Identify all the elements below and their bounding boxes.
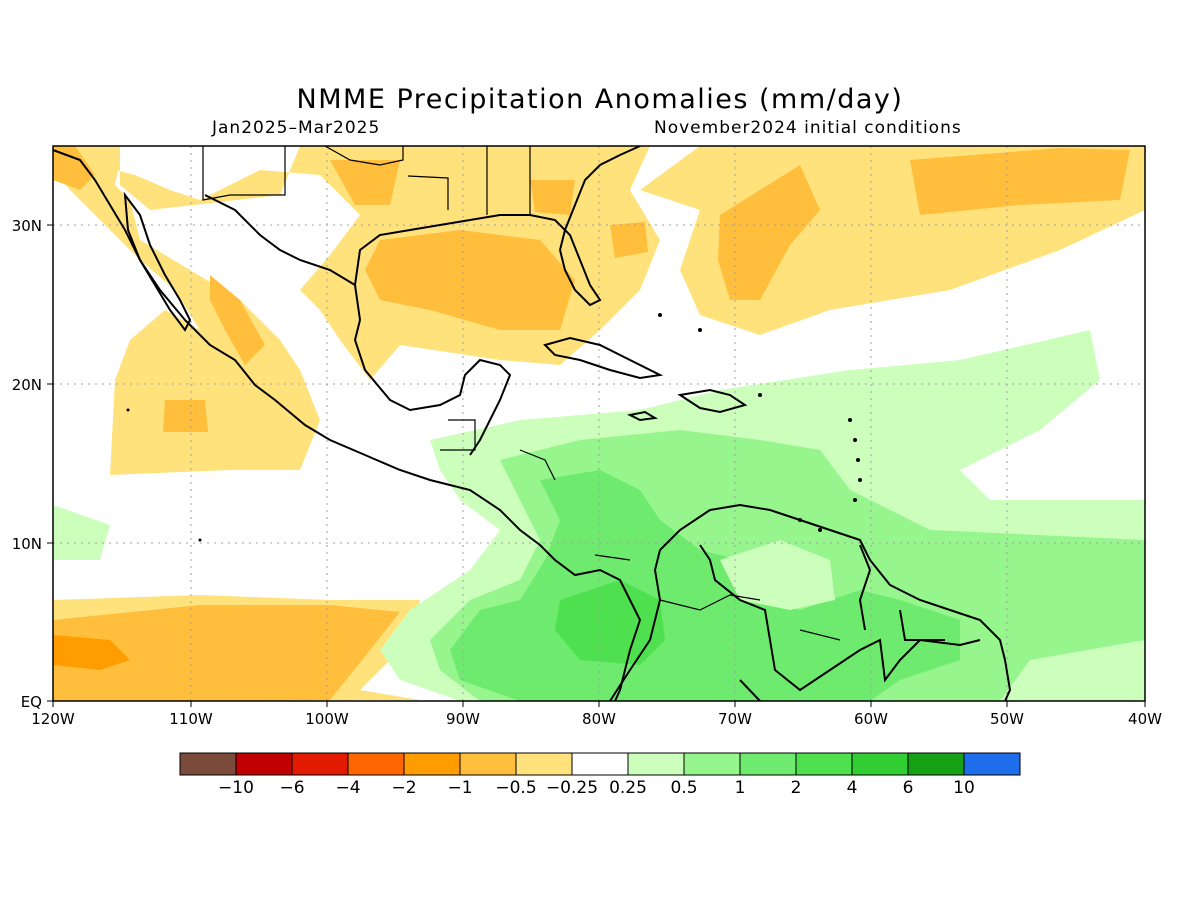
wet-band-3: [555, 580, 665, 665]
colorbar-swatch: [739, 752, 797, 776]
dry-core-california: [53, 146, 95, 190]
colorbar-swatch: [291, 752, 349, 776]
lon-label: 40W: [1128, 710, 1162, 728]
colorbar-label: 2: [791, 778, 802, 798]
map-title: NMME Precipitation Anomalies (mm/day): [296, 84, 904, 115]
lat-labels: 30N 20N 10N EQ: [12, 217, 42, 711]
colorbar-swatch: [347, 752, 405, 776]
dry-core-sierra: [210, 275, 265, 365]
colorbar-swatch: [851, 752, 909, 776]
colorbar-swatch: [627, 752, 685, 776]
lon-label: 90W: [446, 710, 480, 728]
lon-label: 60W: [854, 710, 888, 728]
dry-core-east-pacific: [53, 605, 400, 701]
lat-label: 30N: [12, 217, 42, 235]
colorbar-label: −2: [391, 778, 416, 798]
colorbar-swatch: [683, 752, 741, 776]
wet-hole-venezuela: [720, 540, 835, 610]
dry-core-florida: [610, 222, 648, 258]
colorbar-label: −0.25: [546, 778, 598, 798]
coastlines: [53, 146, 1012, 701]
lon-label: 100W: [305, 710, 349, 728]
anomaly-field: [53, 146, 1145, 701]
colorbar-label: 10: [953, 778, 975, 798]
colorbar-swatch: [907, 752, 965, 776]
political-borders: [202, 145, 841, 641]
lat-label: 10N: [12, 535, 42, 553]
lon-label: 110W: [169, 710, 213, 728]
colorbar-label: −0.5: [495, 778, 536, 798]
colorbar-label: −6: [279, 778, 304, 798]
dry-core-atlantic-a: [718, 165, 820, 300]
colorbar-label: −1: [447, 778, 472, 798]
dry-core-texas: [330, 160, 400, 205]
colorbar-label: 0.25: [609, 778, 647, 798]
dry-region-mexico-pacific: [53, 146, 320, 475]
colorbar-labels: −10 −6 −4 −2 −1 −0.5 −0.25 0.25 0.5 1 2 4 6 10: [218, 778, 975, 798]
forecast-period: Jan2025–Mar2025: [212, 118, 381, 138]
islands: [126, 313, 862, 542]
dry-core-southeast: [530, 180, 575, 215]
colorbar-swatch: [459, 752, 517, 776]
colorbar-swatch: [571, 752, 629, 776]
lon-label: 80W: [582, 710, 616, 728]
colorbar-label: 4: [847, 778, 858, 798]
dry-peak-east-pacific: [53, 635, 130, 670]
lon-label: 50W: [990, 710, 1024, 728]
lon-label: 70W: [718, 710, 752, 728]
colorbar-label: 0.5: [670, 778, 697, 798]
colorbar-label: −10: [218, 778, 254, 798]
wet-region-west: [53, 505, 110, 560]
colorbar: [179, 752, 1021, 776]
lat-label: EQ: [21, 693, 42, 711]
colorbar-swatch: [403, 752, 461, 776]
colorbar-swatch: [515, 752, 573, 776]
axis-ticks: [47, 224, 1146, 707]
colorbar-label: 6: [903, 778, 914, 798]
lon-label: 120W: [31, 710, 75, 728]
initial-conditions: November2024 initial conditions: [654, 118, 962, 138]
colorbar-label: −4: [335, 778, 360, 798]
colorbar-swatch: [963, 752, 1021, 776]
dry-core-pacific: [163, 400, 208, 432]
colorbar-swatch: [795, 752, 853, 776]
dry-core-gulf: [365, 230, 575, 330]
lat-label: 20N: [12, 376, 42, 394]
colorbar-label: 1: [735, 778, 746, 798]
colorbar-swatch: [235, 752, 293, 776]
lon-labels: 120W 110W 100W 90W 80W 70W 60W 50W 40W: [31, 710, 1162, 728]
grid: [53, 146, 1145, 701]
colorbar-swatch: [179, 752, 237, 776]
dry-core-atlantic-b: [910, 148, 1130, 215]
